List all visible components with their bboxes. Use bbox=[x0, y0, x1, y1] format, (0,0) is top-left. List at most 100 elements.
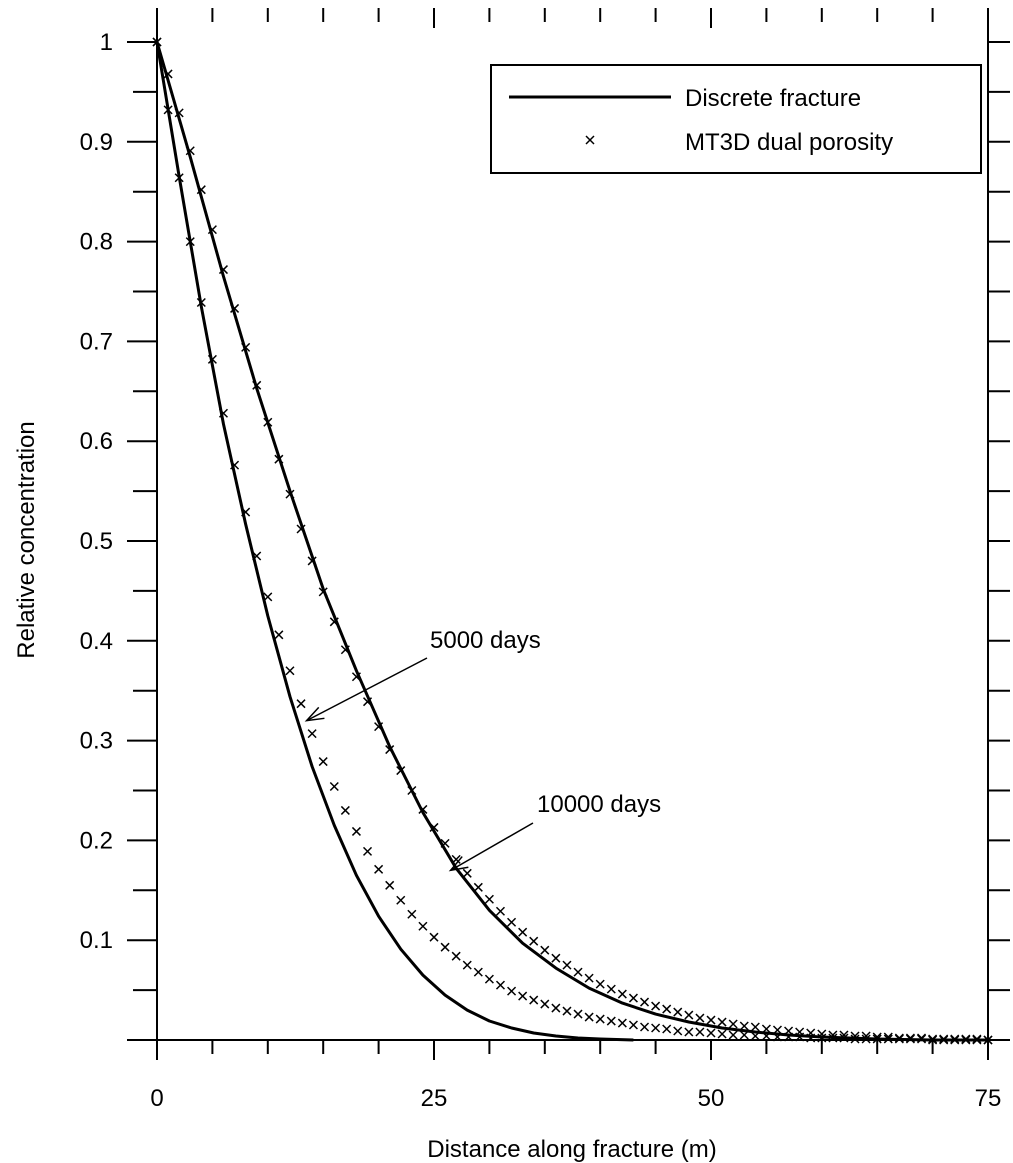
data-point-marker bbox=[573, 967, 583, 977]
series-markers-2 bbox=[152, 37, 993, 1045]
data-point-marker bbox=[484, 894, 494, 904]
y-tick-label: 0.4 bbox=[80, 628, 113, 655]
data-point-marker bbox=[828, 1033, 838, 1043]
data-point-marker bbox=[861, 1034, 871, 1044]
data-point-marker bbox=[484, 974, 494, 984]
y-axis-title: Relative concentration bbox=[13, 421, 40, 658]
data-point-marker bbox=[507, 917, 517, 927]
data-point-marker bbox=[385, 880, 395, 890]
data-point-marker bbox=[551, 953, 561, 963]
data-point-marker bbox=[163, 69, 173, 79]
data-point-marker bbox=[817, 1029, 827, 1039]
legend-label-mt3d-dual-porosity: MT3D dual porosity bbox=[685, 129, 893, 156]
data-point-marker bbox=[418, 921, 428, 931]
series-markers-3 bbox=[152, 37, 993, 1045]
data-point-marker bbox=[362, 846, 373, 856]
data-point-marker bbox=[750, 1031, 760, 1041]
data-point-marker bbox=[883, 1034, 893, 1044]
data-point-marker bbox=[883, 1032, 893, 1042]
annotation-10000-days: 10000 days bbox=[537, 791, 661, 818]
data-point-marker bbox=[850, 1034, 860, 1044]
data-point-marker bbox=[263, 417, 273, 427]
data-point-marker bbox=[662, 1004, 672, 1014]
y-tick-label: 0.5 bbox=[80, 528, 113, 555]
data-point-marker bbox=[651, 1023, 661, 1033]
data-point-marker bbox=[772, 1032, 783, 1042]
data-point-marker bbox=[651, 1001, 661, 1011]
data-point-marker bbox=[905, 1033, 915, 1043]
data-point-marker bbox=[728, 1019, 738, 1029]
y-tick-label: 0.2 bbox=[80, 827, 113, 854]
data-point-marker bbox=[706, 1028, 716, 1038]
x-tick-label: 0 bbox=[150, 1085, 163, 1112]
data-point-marker bbox=[429, 822, 439, 832]
data-point-marker bbox=[584, 1012, 594, 1022]
data-point-marker bbox=[318, 757, 328, 767]
series-line-1 bbox=[155, 41, 988, 1042]
data-point-marker bbox=[673, 1007, 683, 1017]
data-point-marker bbox=[617, 1018, 627, 1028]
annotation-arrow-head bbox=[448, 856, 469, 872]
data-point-marker bbox=[739, 1021, 749, 1031]
series-line-0 bbox=[155, 41, 634, 1042]
data-point-marker bbox=[772, 1025, 783, 1035]
data-point-marker bbox=[152, 37, 162, 47]
data-point-marker bbox=[817, 1033, 827, 1043]
data-point-marker bbox=[396, 766, 406, 776]
data-point-marker bbox=[894, 1033, 904, 1043]
data-point-marker bbox=[950, 1034, 960, 1044]
data-point-marker bbox=[639, 997, 650, 1007]
annotation-arrow-line bbox=[450, 822, 534, 871]
data-point-marker bbox=[230, 460, 240, 470]
data-point-marker bbox=[872, 1034, 882, 1044]
data-point-marker bbox=[839, 1033, 849, 1043]
data-point-marker bbox=[241, 342, 251, 352]
data-point-marker bbox=[218, 408, 229, 418]
plot-frame bbox=[156, 8, 989, 1041]
legend-marker-swatch bbox=[585, 135, 595, 145]
data-point-marker bbox=[551, 1003, 561, 1013]
data-point-marker bbox=[351, 826, 361, 836]
y-tick-label: 1 bbox=[100, 29, 113, 56]
data-point-marker bbox=[340, 645, 350, 655]
data-point-marker bbox=[407, 785, 417, 796]
data-point-marker bbox=[207, 354, 217, 364]
legend: Discrete fracture MT3D dual porosity bbox=[490, 64, 982, 174]
x-tick-label: 25 bbox=[421, 1085, 448, 1112]
data-point-marker bbox=[595, 1014, 605, 1024]
data-point-marker bbox=[385, 745, 395, 755]
data-point-marker bbox=[196, 185, 206, 195]
data-point-marker bbox=[351, 672, 361, 682]
data-point-marker bbox=[207, 225, 217, 235]
data-point-marker bbox=[540, 999, 550, 1009]
data-point-marker bbox=[795, 1027, 805, 1037]
data-point-marker bbox=[440, 838, 450, 848]
data-point-marker bbox=[252, 380, 262, 390]
data-point-marker bbox=[706, 1015, 716, 1025]
data-point-marker bbox=[784, 1026, 794, 1036]
data-point-marker bbox=[761, 1024, 771, 1034]
data-point-marker bbox=[252, 551, 262, 561]
data-point-marker bbox=[274, 454, 284, 464]
data-point-marker bbox=[928, 1034, 938, 1044]
data-point-marker bbox=[562, 960, 572, 970]
data-point-marker bbox=[828, 1030, 838, 1040]
annotation-5000-days: 5000 days bbox=[430, 627, 541, 654]
data-point-marker bbox=[916, 1033, 927, 1043]
data-point-marker bbox=[584, 973, 594, 983]
data-point-marker bbox=[606, 984, 616, 994]
data-point-marker bbox=[163, 105, 173, 115]
y-tick-label: 0.8 bbox=[80, 229, 113, 256]
data-point-marker bbox=[606, 1016, 616, 1026]
data-point-marker bbox=[739, 1030, 749, 1040]
data-point-marker bbox=[628, 993, 638, 1003]
data-point-marker bbox=[329, 781, 339, 792]
y-tick-label: 0.9 bbox=[80, 129, 113, 156]
data-point-marker bbox=[396, 895, 406, 905]
y-tick-label: 0.1 bbox=[80, 927, 113, 954]
data-point-marker bbox=[695, 1027, 705, 1037]
data-point-marker bbox=[728, 1030, 738, 1040]
data-point-marker bbox=[983, 1035, 993, 1045]
axis-ticks bbox=[127, 8, 1010, 1060]
y-tick-label: 0.3 bbox=[80, 728, 113, 755]
